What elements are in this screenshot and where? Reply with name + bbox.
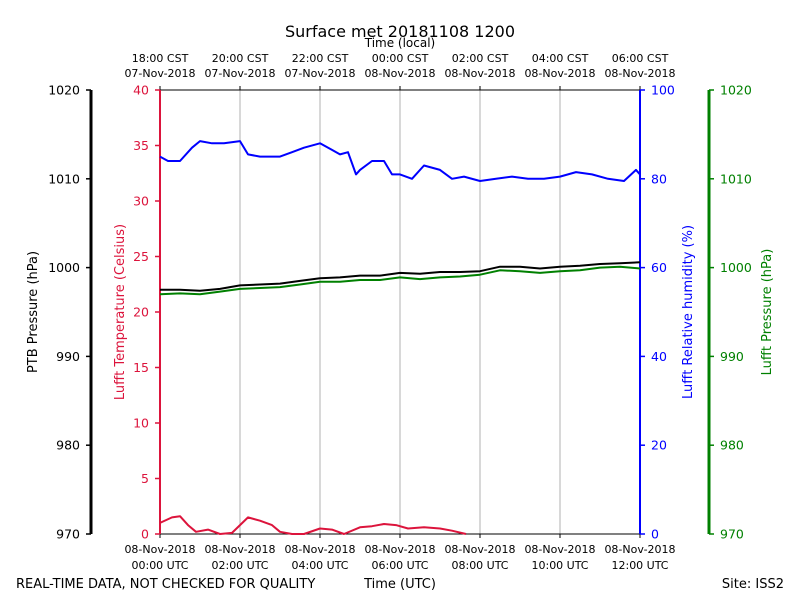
footer-site-label: Site: ISS2 [722,577,784,592]
x-tick-label-utc-date: 08-Nov-2018 [284,543,355,556]
lufft-pressure-tick-label: 1000 [720,260,752,275]
chart-title: Surface met 20181108 1200 [285,22,515,41]
lufft-pressure-tick-label: 970 [720,527,744,542]
x-tick-label-local-time: 22:00 CST [292,52,349,65]
lufft-temperature-line [159,515,467,535]
humidity-tick-label: 0 [651,527,659,542]
x-tick-label-utc-time: 04:00 UTC [291,559,348,572]
x-tick-label-utc-time: 02:00 UTC [211,559,268,572]
x-tick-label-utc-date: 08-Nov-2018 [524,543,595,556]
ptb-pressure-tick-label: 1010 [48,171,80,186]
axes: 08-Nov-2018 00:00 UTC 18:00 CST 07-Nov-2018… [48,52,752,572]
ptb-pressure-line [160,261,641,292]
humidity-tick-label: 60 [651,260,667,275]
x-tick-label-utc-date: 08-Nov-2018 [604,543,675,556]
lufft-pressure-tick-label: 990 [720,349,744,364]
lufft-pressure-tick-label: 1020 [720,83,752,98]
x-tick-label-local-date: 08-Nov-2018 [444,67,515,80]
x-tick-label-local-date: 07-Nov-2018 [284,67,355,80]
temperature-tick-label: 15 [133,360,149,375]
x-tick-label-local-time: 06:00 CST [612,52,669,65]
ptb-pressure-tick-label: 990 [56,349,80,364]
x-tick-label-local-date: 08-Nov-2018 [524,67,595,80]
x-tick-label-local-time: 18:00 CST [132,52,189,65]
x-tick-label-local-date: 07-Nov-2018 [204,67,275,80]
humidity-tick-label: 100 [651,83,675,98]
temperature-tick-label: 0 [141,527,149,542]
temperature-tick-label: 20 [133,305,149,320]
temperature-tick-label: 5 [141,471,149,486]
x-tick-label-local-time: 20:00 CST [212,52,269,65]
x-tick-label-utc-time: 10:00 UTC [531,559,588,572]
x-tick-label-local-time: 04:00 CST [532,52,589,65]
x-tick-label-utc-time: 00:00 UTC [131,559,188,572]
humidity-axis-label: Lufft Relative humidity (%) [681,225,696,399]
x-tick-label-utc-date: 08-Nov-2018 [364,543,435,556]
x-tick-label-local-date: 08-Nov-2018 [604,67,675,80]
x-tick-label-local-date: 07-Nov-2018 [124,67,195,80]
lufft-pressure-line [159,265,641,296]
x-tick-label-utc-time: 06:00 UTC [371,559,428,572]
x-tick-label-local-date: 08-Nov-2018 [364,67,435,80]
temperature-axis-label: Lufft Temperature (Celsius) [113,224,128,400]
ptb-pressure-tick-label: 1000 [48,260,80,275]
ptb-pressure-tick-label: 1020 [48,83,80,98]
ptb-pressure-tick-label: 970 [56,527,80,542]
temperature-tick-label: 25 [133,249,149,264]
x-tick-label-utc-date: 08-Nov-2018 [444,543,515,556]
lufft-pressure-axis-label: Lufft Pressure (hPa) [760,249,775,376]
x-tick-label-utc-time: 12:00 UTC [611,559,668,572]
top-axis-label: Time (local) [364,36,436,50]
bottom-axis-label: Time (UTC) [363,577,436,592]
x-tick-label-utc-time: 08:00 UTC [451,559,508,572]
x-tick-label-local-time: 00:00 CST [372,52,429,65]
ptb-pressure-tick-label: 980 [56,438,80,453]
humidity-tick-label: 20 [651,438,667,453]
ptb-pressure-axis-label: PTB Pressure (hPa) [26,251,41,373]
footer-quality-note: REAL-TIME DATA, NOT CHECKED FOR QUALITY [16,577,315,592]
grid [239,90,561,534]
lufft-pressure-tick-label: 980 [720,438,744,453]
x-tick-label-utc-date: 08-Nov-2018 [124,543,195,556]
humidity-tick-label: 80 [651,171,667,186]
x-tick-label-local-time: 02:00 CST [452,52,509,65]
temperature-tick-label: 40 [133,83,149,98]
series-lines [159,140,641,535]
lufft-pressure-tick-label: 1010 [720,171,752,186]
humidity-tick-label: 40 [651,349,667,364]
temperature-tick-label: 30 [133,194,149,209]
lufft-relative-humidity-line [159,140,641,182]
x-tick-label-utc-date: 08-Nov-2018 [204,543,275,556]
temperature-tick-label: 35 [133,138,149,153]
temperature-tick-label: 10 [133,416,149,431]
